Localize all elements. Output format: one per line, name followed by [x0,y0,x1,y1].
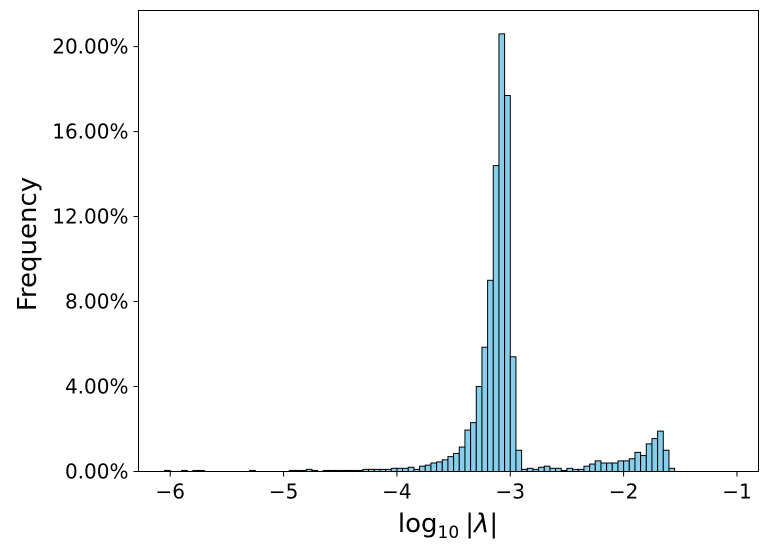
histogram-bar [600,462,608,472]
histogram-bar [594,460,602,473]
histogram-bar [628,458,636,472]
histogram-bar [475,386,483,472]
histogram-bar [504,94,511,472]
x-axis-title: log10 |λ| [398,509,498,543]
histogram-bar [419,465,426,473]
histogram-bar [458,446,466,473]
histogram-bar [589,463,596,472]
y-tick-label: 20.00% [52,35,128,59]
histogram-bar [640,455,647,473]
histogram-bar [509,356,517,472]
histogram-bar [645,443,653,473]
histogram-bar [634,451,642,473]
histogram-bar [657,430,664,473]
histogram-bar [464,429,472,473]
histogram-bar [430,462,438,472]
histogram-bar [583,465,591,473]
y-tick-label: 0.00% [65,460,129,484]
histogram-bar [447,456,455,473]
histogram-bar [470,422,477,473]
y-tick-label: 8.00% [65,290,129,314]
histogram-bar [662,449,670,473]
x-tick-label: −1 [722,480,751,504]
histogram-bar [611,462,619,472]
x-tick-label: −5 [269,480,298,504]
x-axis-title-variable: |λ| [465,509,498,539]
plot-area-frame [138,10,759,472]
histogram-bar [487,279,494,472]
histogram-bar [436,461,443,473]
histogram-bar [424,464,432,473]
histogram-bar [651,438,659,473]
histogram-bar [453,452,460,473]
x-tick-label: −6 [155,480,184,504]
histogram-bar [515,449,523,473]
histogram-bar [407,466,415,472]
histogram-bars [164,33,676,473]
histogram-bar [606,462,613,472]
x-axis-title-subscript: 10 [438,523,460,543]
histogram-bar [538,466,545,472]
y-tick-label: 16.00% [52,120,128,144]
x-axis-title-log: log [398,509,438,539]
y-axis-title: Frequency [13,177,43,311]
histogram-bar [498,33,506,473]
x-tick-label: −4 [382,480,411,504]
x-tick-label: −3 [496,480,525,504]
histogram-bar [543,465,551,473]
histogram-bar [441,459,449,473]
histogram-bar [623,460,630,473]
y-tick-label: 4.00% [65,375,129,399]
x-tick-label: −2 [609,480,638,504]
histogram-bar [617,460,625,473]
histogram-bar [492,165,500,473]
y-axis-ticks: 0.00% 4.00% 8.00% 12.00% 16.00% 20.00% [52,35,139,484]
x-axis-ticks: −6 −5 −4 −3 −2 −1 [155,471,752,504]
histogram-bar [481,346,489,472]
y-tick-label: 12.00% [52,205,128,229]
